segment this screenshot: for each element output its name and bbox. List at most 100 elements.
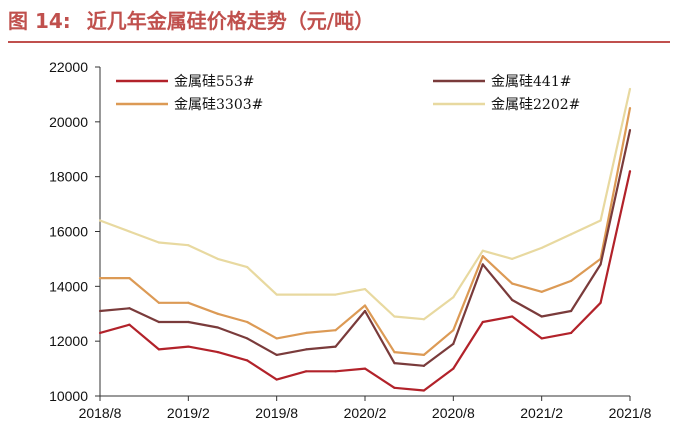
legend-label-2: 金属硅3303# [174, 97, 263, 113]
data-point-1-9 [363, 309, 367, 313]
x-tick-label: 2019/2 [167, 405, 210, 421]
data-point-1-6 [275, 353, 278, 356]
series-line-2 [100, 107, 632, 356]
data-point-2-0 [98, 277, 102, 280]
y-tick-label: 16000 [49, 224, 88, 240]
data-point-1-18 [628, 128, 632, 132]
figure-title: 图 14: 近几年金属硅价格走势（元/吨） [8, 6, 374, 36]
data-point-0-16 [570, 331, 573, 335]
title-rule [8, 41, 670, 43]
data-point-0-15 [540, 337, 543, 340]
data-point-3-7 [305, 293, 308, 296]
data-point-0-8 [334, 370, 337, 373]
series-line-1 [99, 129, 632, 367]
data-point-3-4 [216, 257, 219, 261]
data-point-1-5 [246, 337, 249, 340]
data-point-3-12 [452, 296, 455, 299]
y-tick-label: 12000 [49, 333, 88, 349]
data-point-1-1 [128, 307, 131, 310]
series-line-0 [99, 170, 632, 392]
y-tick-label: 18000 [49, 169, 88, 185]
x-tick-label: 2021/2 [520, 405, 563, 421]
x-tick-label: 2020/2 [344, 405, 387, 421]
data-point-1-8 [334, 345, 337, 348]
data-point-0-7 [305, 370, 308, 373]
data-point-1-0 [98, 309, 102, 313]
data-point-3-5 [246, 266, 249, 269]
data-point-3-15 [540, 246, 543, 250]
data-point-3-6 [275, 293, 278, 296]
data-point-1-17 [599, 263, 602, 266]
legend-label-1: 金属硅441# [491, 74, 571, 90]
legend-label-3: 金属硅2202# [491, 97, 580, 113]
data-point-1-2 [157, 320, 160, 324]
x-tick-label: 2020/8 [432, 405, 475, 421]
data-point-0-1 [128, 323, 131, 326]
figure-label: 图 14: [8, 9, 71, 33]
data-point-2-18 [628, 107, 632, 110]
y-tick-label: 22000 [49, 59, 88, 75]
series-line-3 [99, 88, 632, 321]
data-point-1-7 [305, 348, 308, 351]
data-point-2-10 [393, 351, 396, 354]
data-point-3-2 [157, 241, 160, 244]
data-point-2-9 [363, 304, 367, 307]
data-point-1-15 [540, 315, 543, 318]
data-point-2-1 [128, 277, 131, 280]
data-point-3-11 [422, 318, 425, 321]
data-point-1-16 [570, 309, 573, 313]
data-point-2-8 [334, 329, 337, 332]
data-point-3-8 [334, 293, 337, 296]
y-tick-label: 10000 [49, 388, 88, 404]
y-tick-label: 20000 [49, 114, 88, 130]
data-point-2-12 [452, 329, 455, 332]
data-point-3-14 [511, 257, 514, 261]
data-point-1-3 [187, 320, 190, 324]
y-tick-label: 14000 [49, 278, 88, 294]
data-point-3-1 [128, 230, 131, 233]
data-point-1-4 [216, 326, 219, 329]
data-point-0-5 [246, 359, 249, 362]
data-point-0-18 [628, 170, 632, 173]
data-point-3-9 [363, 287, 367, 291]
data-point-1-11 [422, 364, 425, 367]
data-point-1-12 [452, 342, 455, 346]
legend-label-0: 金属硅553# [174, 74, 254, 90]
data-point-0-17 [599, 301, 602, 304]
data-point-3-17 [599, 219, 602, 222]
data-point-0-2 [157, 348, 160, 351]
data-point-2-13 [481, 255, 484, 258]
data-point-3-0 [98, 219, 102, 222]
data-point-0-14 [511, 315, 514, 318]
data-point-2-2 [157, 301, 160, 304]
data-point-1-14 [511, 298, 514, 302]
data-point-1-13 [481, 263, 484, 266]
data-point-3-3 [187, 244, 190, 247]
data-point-2-14 [511, 282, 514, 285]
data-point-0-10 [393, 386, 396, 389]
data-point-0-11 [422, 389, 425, 392]
data-point-0-4 [216, 351, 219, 354]
data-point-0-6 [275, 378, 278, 381]
x-tick-label: 2018/8 [79, 405, 122, 421]
data-point-3-18 [628, 87, 632, 91]
x-tick-label: 2019/8 [255, 405, 298, 421]
data-point-2-3 [187, 301, 190, 304]
data-point-3-10 [393, 315, 396, 318]
data-point-2-15 [540, 290, 543, 293]
data-point-0-13 [481, 320, 484, 324]
data-point-0-9 [363, 367, 367, 370]
data-point-0-3 [187, 345, 190, 348]
data-point-2-4 [216, 312, 219, 315]
data-point-1-10 [393, 362, 396, 365]
data-point-2-7 [305, 331, 308, 335]
figure-title-text: 近几年金属硅价格走势（元/吨） [86, 9, 375, 33]
data-point-2-16 [570, 279, 573, 282]
data-point-2-5 [246, 320, 249, 324]
data-point-3-13 [481, 249, 484, 252]
x-tick-label: 2021/8 [609, 405, 652, 421]
data-point-2-6 [275, 337, 278, 340]
data-point-0-12 [452, 367, 455, 370]
data-point-2-11 [422, 353, 425, 356]
